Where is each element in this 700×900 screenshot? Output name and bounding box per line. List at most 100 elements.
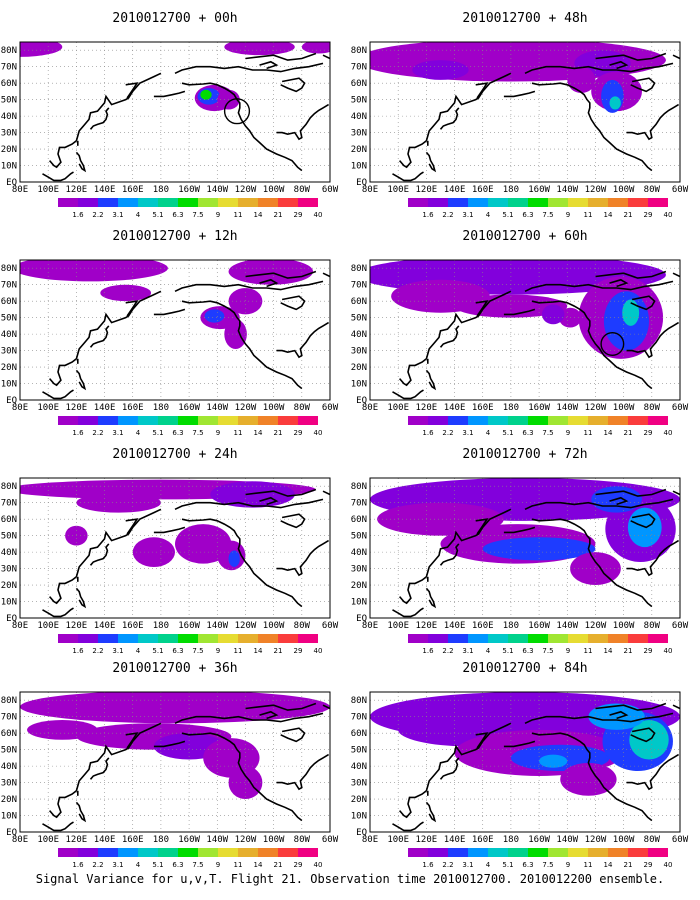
lon-label: 100W xyxy=(613,835,635,845)
coastline xyxy=(181,82,303,172)
colorbar-label: 6.3 xyxy=(172,429,183,437)
lon-label: 60W xyxy=(672,835,689,845)
colorbar-swatch xyxy=(408,848,428,857)
variance-contour xyxy=(412,60,469,80)
colorbar-label: 1.6 xyxy=(422,429,434,437)
panel-title: 2010012700 + 24h xyxy=(112,447,237,462)
lat-label: 80N xyxy=(1,264,17,274)
colorbar-swatch xyxy=(178,416,198,425)
lat-label: 30N xyxy=(1,779,17,789)
lon-label: 120W xyxy=(585,185,607,195)
chart-panel: 2010012700 + 00h 80N 70N 60N 50N 40N 30N 20N 10N… xyxy=(1,11,339,219)
lat-label: 10N xyxy=(351,812,367,822)
variance-contour xyxy=(377,502,504,536)
colorbar-swatch xyxy=(548,634,568,643)
colorbar-swatch xyxy=(648,634,668,643)
variance-contour xyxy=(609,96,621,110)
grid xyxy=(370,478,680,618)
coastline xyxy=(322,272,330,278)
chart-panel: 2010012700 + 72h 80N 70N 60N 50N 40N 30N 20N 10N… xyxy=(351,447,689,655)
colorbar: 1.6 2.2 3.1 4 5.1 6.3 7.5 9 11 14 21 29 40 xyxy=(58,634,322,655)
chart-panel: 2010012700 + 84h 80N 70N 60N 50N 40N 30N 20N 10N… xyxy=(351,661,689,869)
coastline xyxy=(276,539,330,577)
lat-label: EQ xyxy=(356,828,367,838)
lat-label: 50N xyxy=(351,314,367,324)
lon-label: 100W xyxy=(263,621,285,631)
lon-label: 120E xyxy=(416,621,438,631)
colorbar-swatch xyxy=(198,416,218,425)
lon-label: 140W xyxy=(206,835,228,845)
colorbar-label: 40 xyxy=(314,647,323,655)
variance-field xyxy=(370,692,680,796)
lat-label: 40N xyxy=(1,762,17,772)
colorbar-swatch xyxy=(528,634,548,643)
colorbar-label: 5.1 xyxy=(502,647,513,655)
coastline xyxy=(425,369,437,391)
coastline xyxy=(153,740,186,748)
variance-field xyxy=(20,479,316,571)
lon-label: 100E xyxy=(387,621,409,631)
coastline xyxy=(503,526,536,534)
colorbar: 1.6 2.2 3.1 4 5.1 6.3 7.5 9 11 14 21 29 40 xyxy=(58,416,322,437)
colorbar-label: 11 xyxy=(584,429,593,437)
colorbar-label: 9 xyxy=(566,429,570,437)
lat-label: 40N xyxy=(351,762,367,772)
lon-label: 140W xyxy=(556,621,578,631)
coastlines xyxy=(392,488,680,618)
colorbar-swatch xyxy=(628,848,648,857)
colorbar-label: 11 xyxy=(234,429,243,437)
colorbar-swatch xyxy=(488,634,508,643)
colorbar-label: 3.1 xyxy=(112,647,123,655)
lat-label: 20N xyxy=(1,581,17,591)
lon-label: 120E xyxy=(66,621,88,631)
lon-label: 160W xyxy=(528,403,550,413)
lat-label: 60N xyxy=(351,297,367,307)
lon-label: 120W xyxy=(235,621,257,631)
colorbar-label: 7.5 xyxy=(192,647,203,655)
variance-contour xyxy=(228,288,263,315)
lon-label: 180 xyxy=(153,835,169,845)
map-frame xyxy=(19,41,331,183)
coastline xyxy=(439,107,460,130)
colorbar-label: 7.5 xyxy=(542,647,553,655)
colorbar-swatch xyxy=(58,198,78,207)
colorbar-swatch xyxy=(118,416,138,425)
coastline xyxy=(75,151,87,173)
observation-circle xyxy=(600,332,625,356)
colorbar-label: 9 xyxy=(566,647,570,655)
colorbar-label: 11 xyxy=(234,211,243,219)
coastline xyxy=(75,801,87,823)
coastline xyxy=(42,389,74,400)
lat-label: 50N xyxy=(1,532,17,542)
lat-label: 10N xyxy=(351,380,367,390)
coastline xyxy=(153,526,186,534)
colorbar-swatch xyxy=(468,416,488,425)
lon-label: 140W xyxy=(556,835,578,845)
colorbar-swatch xyxy=(278,848,298,857)
colorbar-label: 5.1 xyxy=(152,647,163,655)
colorbar-swatch xyxy=(178,848,198,857)
colorbar-label: 7.5 xyxy=(542,211,553,219)
grid xyxy=(370,42,680,182)
colorbar-swatch xyxy=(508,416,528,425)
lat-label: 30N xyxy=(351,347,367,357)
lon-label: 140E xyxy=(94,403,116,413)
colorbar-swatch xyxy=(278,198,298,207)
lon-label: 120W xyxy=(585,835,607,845)
lon-label: 80W xyxy=(294,835,311,845)
coastline xyxy=(48,72,162,169)
lon-label: 140W xyxy=(556,403,578,413)
colorbar-label: 40 xyxy=(314,861,323,869)
coastline xyxy=(630,77,656,93)
lon-label: 80E xyxy=(12,185,28,195)
lat-label: 10N xyxy=(351,162,367,172)
colorbar-swatch xyxy=(218,198,238,207)
lat-label: 10N xyxy=(1,598,17,608)
lon-label: 160E xyxy=(472,621,494,631)
colorbar-label: 4 xyxy=(486,429,491,437)
lon-label: 80E xyxy=(12,403,28,413)
colorbar-swatch xyxy=(648,198,668,207)
variance-contour xyxy=(20,260,168,282)
coastline xyxy=(475,518,489,535)
colorbar: 1.6 2.2 3.1 4 5.1 6.3 7.5 9 11 14 21 29 40 xyxy=(408,198,672,219)
